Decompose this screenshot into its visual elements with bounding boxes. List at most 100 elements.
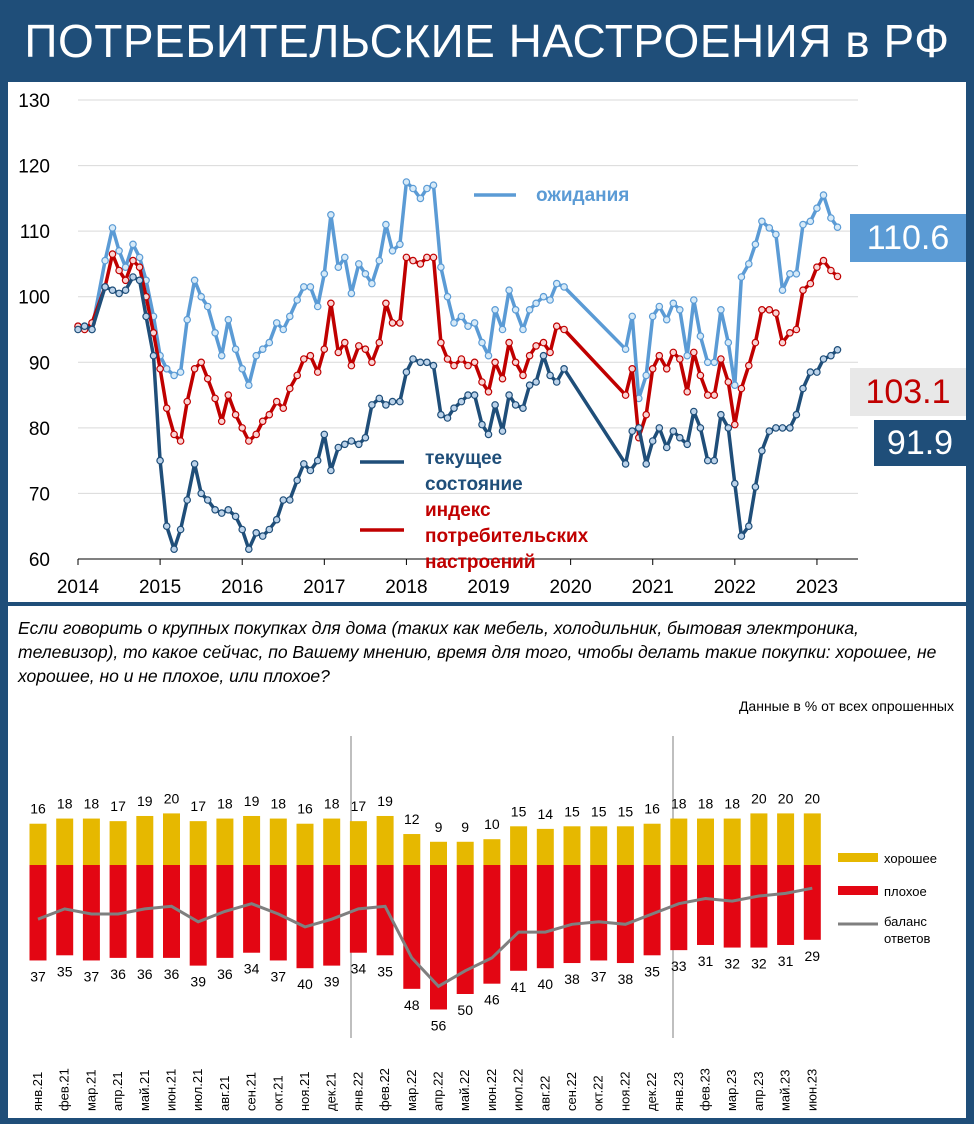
bar-good bbox=[723, 818, 741, 865]
data-point-expectations bbox=[621, 345, 630, 354]
bar-label-good: 18 bbox=[324, 796, 340, 812]
consumer-sentiment-panel: 130 120 110 100 90 80 70 60 2014 2015 2016 2017 2018… bbox=[8, 82, 966, 602]
bar-good bbox=[750, 813, 768, 865]
data-point-current bbox=[183, 496, 192, 504]
data-point-index bbox=[224, 391, 233, 399]
bar-label-bad: 56 bbox=[431, 1017, 447, 1033]
data-point-index bbox=[662, 364, 671, 373]
data-point-current bbox=[306, 466, 315, 475]
data-point-expectations bbox=[751, 240, 760, 249]
data-point-current bbox=[429, 361, 438, 370]
x-tick-label: июн.22 bbox=[484, 1069, 499, 1111]
data-point-expectations bbox=[190, 276, 199, 285]
data-point-current bbox=[552, 378, 561, 386]
bar-label-bad: 34 bbox=[351, 961, 367, 977]
data-point-current bbox=[416, 358, 425, 367]
y-tick-label: 100 bbox=[18, 288, 50, 309]
y-tick-label: 90 bbox=[29, 353, 50, 374]
x-tick-label: июл.22 bbox=[511, 1069, 526, 1111]
data-point-index bbox=[464, 361, 472, 370]
bar-bad bbox=[376, 865, 394, 956]
x-tick-label: ноя.22 bbox=[617, 1071, 632, 1111]
data-point-expectations bbox=[402, 178, 411, 186]
data-point-current bbox=[285, 496, 294, 504]
data-point-expectations bbox=[505, 286, 513, 295]
bar-label-bad: 32 bbox=[724, 956, 740, 972]
data-point-expectations bbox=[135, 253, 144, 262]
data-point-expectations bbox=[396, 240, 404, 249]
data-point-current bbox=[737, 532, 746, 540]
data-point-current bbox=[162, 522, 171, 531]
legend-label-balance: баланс bbox=[884, 914, 927, 929]
bar-label-bad: 41 bbox=[511, 979, 527, 995]
data-point-expectations bbox=[696, 332, 705, 340]
data-point-index bbox=[546, 348, 554, 357]
data-point-expectations bbox=[478, 338, 486, 347]
bar-label-good: 9 bbox=[435, 819, 443, 835]
bar-label-good: 15 bbox=[618, 803, 634, 819]
bar-bad bbox=[243, 865, 261, 953]
data-point-current bbox=[751, 483, 760, 491]
data-point-current bbox=[717, 410, 725, 419]
data-point-expectations bbox=[730, 381, 739, 390]
bar-good bbox=[777, 813, 795, 865]
bar-label-bad: 31 bbox=[698, 953, 714, 969]
data-point-current bbox=[272, 515, 281, 524]
bar-label-bad: 33 bbox=[671, 958, 687, 974]
bar-label-good: 20 bbox=[751, 790, 767, 806]
data-point-current bbox=[121, 286, 130, 295]
bar-label-bad: 36 bbox=[217, 966, 233, 982]
data-point-current bbox=[792, 410, 801, 419]
data-point-current bbox=[129, 273, 137, 281]
x-tick-label: мар.22 bbox=[404, 1070, 419, 1111]
bar-bad bbox=[697, 865, 714, 945]
data-point-index bbox=[203, 374, 212, 383]
data-point-expectations bbox=[484, 351, 493, 360]
data-point-current bbox=[634, 424, 643, 432]
data-point-index bbox=[744, 361, 753, 370]
legend-label-current: состояние bbox=[425, 474, 523, 495]
bar-label-good: 19 bbox=[137, 793, 153, 809]
bar-label-good: 19 bbox=[377, 793, 393, 809]
data-point-index bbox=[429, 253, 438, 262]
bar-bad bbox=[510, 865, 528, 971]
data-point-current bbox=[258, 532, 267, 540]
data-point-index bbox=[354, 342, 363, 350]
data-point-index bbox=[334, 348, 343, 357]
x-tick-label: сен.22 bbox=[564, 1072, 579, 1111]
data-point-expectations bbox=[347, 289, 356, 298]
x-tick-label: авг.22 bbox=[537, 1076, 552, 1111]
data-point-expectations bbox=[813, 204, 821, 213]
bar-label-good: 16 bbox=[644, 801, 660, 817]
data-point-index bbox=[121, 276, 130, 285]
x-tick-label: янв.21 bbox=[30, 1072, 45, 1111]
x-tick-label: 2020 bbox=[549, 577, 591, 598]
data-point-expectations bbox=[437, 263, 445, 272]
data-point-current bbox=[696, 424, 705, 432]
data-point-index bbox=[642, 410, 651, 419]
data-point-index bbox=[778, 338, 787, 347]
bar-good bbox=[403, 834, 421, 865]
data-point-current bbox=[450, 404, 458, 413]
data-point-index bbox=[423, 253, 431, 262]
bar-bad bbox=[483, 865, 501, 984]
x-tick-label: сен.21 bbox=[244, 1072, 259, 1111]
data-point-index bbox=[689, 348, 698, 357]
data-point-expectations bbox=[519, 325, 527, 334]
x-tick-label: 2023 bbox=[796, 577, 838, 598]
data-note: Данные в % от всех опрошенных bbox=[738, 698, 954, 714]
bar-good bbox=[56, 818, 74, 865]
data-point-current bbox=[491, 401, 499, 409]
x-tick-label: апр.23 bbox=[751, 1071, 766, 1111]
data-point-index bbox=[648, 364, 657, 373]
bar-label-bad: 38 bbox=[564, 971, 580, 987]
data-point-current bbox=[224, 505, 233, 514]
bar-label-good: 19 bbox=[244, 793, 260, 809]
data-point-current bbox=[560, 364, 568, 373]
data-point-expectations bbox=[703, 358, 712, 367]
x-tick-label: фев.22 bbox=[377, 1068, 392, 1111]
data-point-index bbox=[258, 417, 267, 426]
data-point-current bbox=[621, 460, 630, 468]
data-point-index bbox=[560, 325, 568, 334]
data-point-expectations bbox=[552, 279, 561, 288]
